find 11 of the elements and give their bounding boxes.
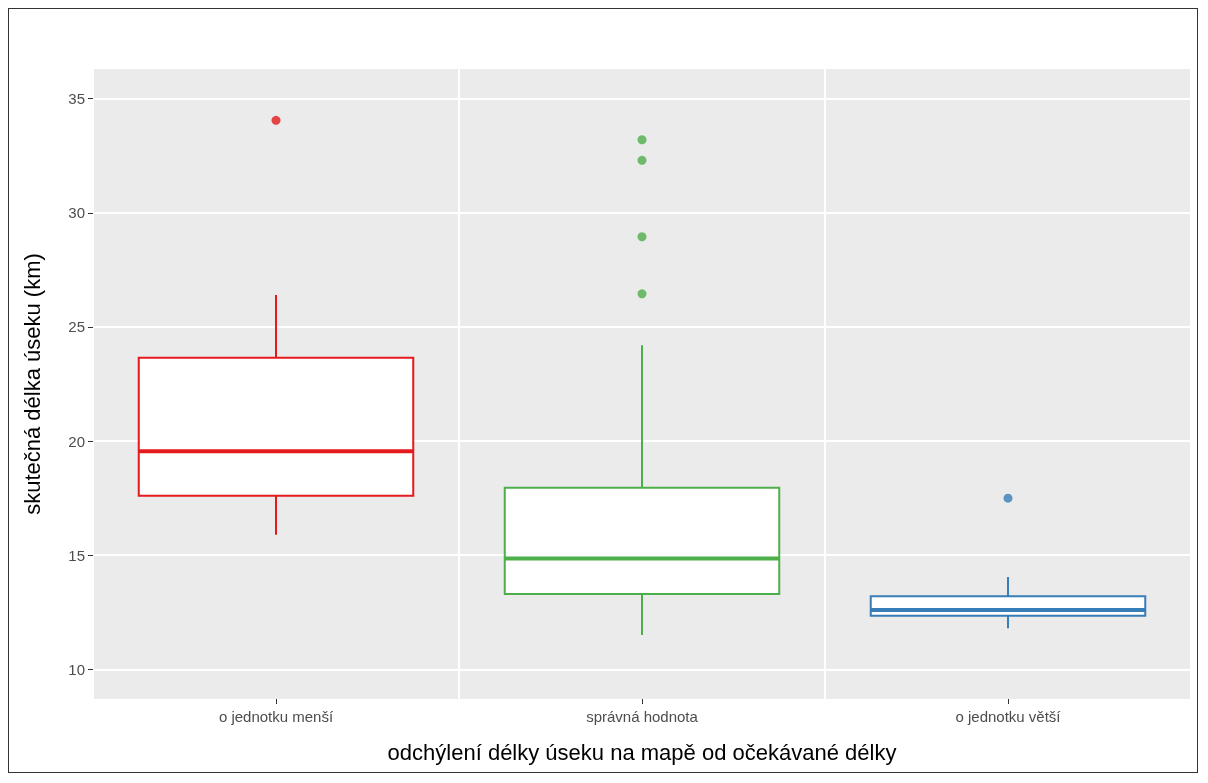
y-tick-label: 20 [68,432,85,450]
y-tick-label: 10 [68,660,85,678]
y-tick-label: 15 [68,546,85,564]
x-tick-label: správná hodnota [586,708,699,725]
x-tick-label: o jednotku větší [955,708,1062,725]
x-tick-label: o jednotku menší [218,708,334,725]
y-tick-label: 30 [68,204,85,222]
y-tick-label: 25 [68,318,85,336]
y-tick-label: 35 [68,90,85,108]
x-axis-title: odchýlení délky úseku na mapě od očekávané délky [387,739,897,765]
y-axis-title: skutečná délka úseku (km) [19,253,45,515]
